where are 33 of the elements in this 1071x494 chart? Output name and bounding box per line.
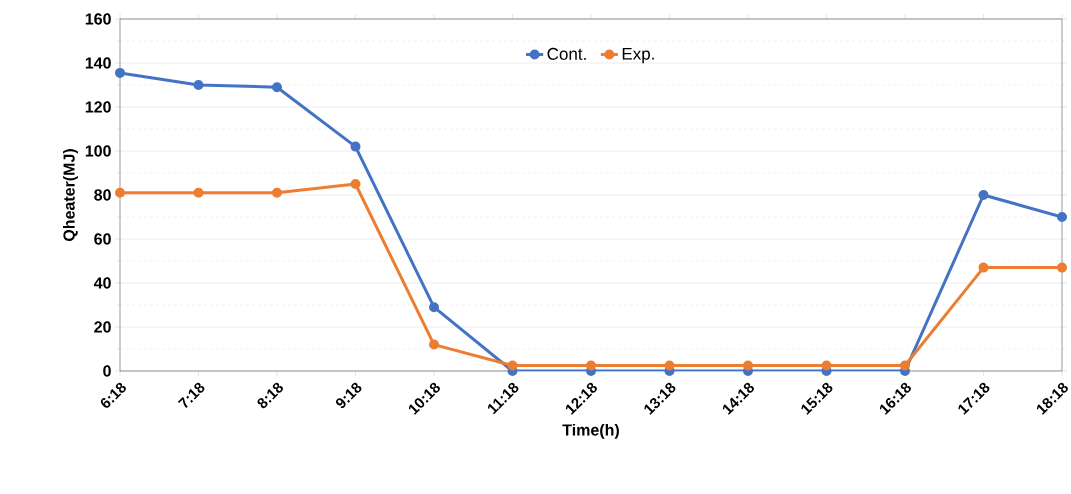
y-tick-label: 40 <box>93 277 111 289</box>
y-tick-label: 140 <box>85 57 111 69</box>
point <box>507 360 518 371</box>
point <box>272 187 283 198</box>
y-tick-label: 100 <box>85 145 111 157</box>
point <box>821 360 832 371</box>
y-tick-label: 120 <box>85 101 111 113</box>
y-axis-title: Qheater(MJ) <box>63 149 78 242</box>
point <box>586 360 596 371</box>
legend-label: Cont. <box>547 47 586 60</box>
point <box>429 302 439 313</box>
y-tick-label: 0 <box>103 365 111 377</box>
point <box>978 189 989 200</box>
point <box>978 262 989 273</box>
point <box>350 141 361 152</box>
y-tick-label: 60 <box>94 233 111 245</box>
legend-label: Exp. <box>622 47 654 64</box>
y-tick-label: 80 <box>94 189 111 201</box>
point <box>900 360 910 371</box>
point <box>350 178 361 189</box>
x-axis-title: Time(h) <box>562 423 619 439</box>
point <box>115 187 126 198</box>
y-tick-label: 160 <box>85 13 111 25</box>
point <box>115 67 126 78</box>
point <box>193 79 204 90</box>
y-tick-label: 20 <box>94 321 111 333</box>
point <box>272 82 283 93</box>
point <box>664 360 675 371</box>
point <box>743 360 753 371</box>
point <box>1057 262 1067 273</box>
point <box>1057 211 1067 222</box>
point <box>429 339 439 350</box>
point <box>193 187 204 198</box>
